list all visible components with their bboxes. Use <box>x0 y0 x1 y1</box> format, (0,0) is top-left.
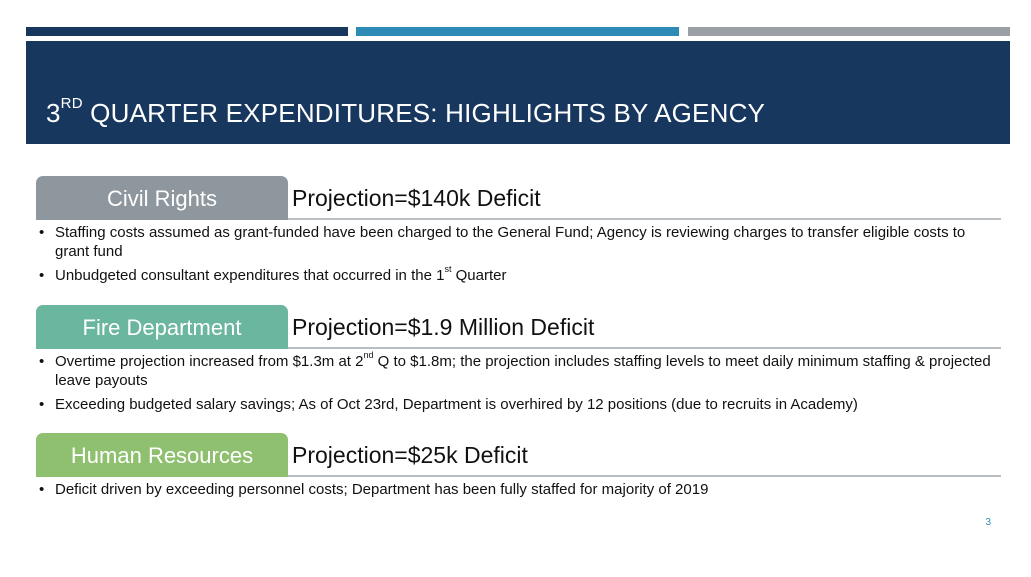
section-divider <box>288 347 1001 349</box>
bullet-text-after: Q to $1.8m; the projection includes staf… <box>55 353 991 389</box>
projection-human-resources: Projection=$25k Deficit <box>292 442 528 468</box>
title-superscript: RD <box>60 95 83 113</box>
bullet-ordinal-superscript: st <box>444 264 452 274</box>
bullet-dot-icon: • <box>39 224 45 241</box>
agency-tab-civil-rights: Civil Rights <box>36 176 288 220</box>
bullet-text: Exceeding budgeted salary savings; As of… <box>55 396 858 413</box>
accent-bar-gray <box>688 27 1010 36</box>
bullet-dot-icon: • <box>39 396 45 413</box>
bullet-list-human-resources: • Deficit driven by exceeding personnel c… <box>36 480 996 504</box>
bullet-dot-icon: • <box>39 353 45 370</box>
section-divider <box>288 475 1001 477</box>
title-prefix: 3 <box>46 98 61 128</box>
bullet-dot-icon: • <box>39 481 45 498</box>
title-band: 3RD QUARTER EXPENDITURES: HIGHLIGHTS BY … <box>26 41 1010 144</box>
agency-tab-fire-department: Fire Department <box>36 305 288 349</box>
list-item: • Overtime projection increased from $1.3… <box>36 350 996 390</box>
section-divider <box>288 218 1001 220</box>
slide-title: 3RD QUARTER EXPENDITURES: HIGHLIGHTS BY … <box>46 95 766 129</box>
bullet-text: Staffing costs assumed as grant-funded h… <box>55 224 966 260</box>
accent-bar-navy <box>26 27 348 36</box>
projection-fire-department: Projection=$1.9 Million Deficit <box>292 314 595 340</box>
accent-bar-blue <box>356 27 679 36</box>
bullet-text-after: Quarter <box>451 267 507 284</box>
list-item: • Unbudgeted consultant expenditures that… <box>36 264 996 285</box>
bullet-dot-icon: • <box>39 267 45 284</box>
list-item: • Staffing costs assumed as grant-funded … <box>36 223 996 261</box>
title-rest: QUARTER EXPENDITURES: HIGHLIGHTS BY AGEN… <box>82 98 766 128</box>
bullet-text: Deficit driven by exceeding personnel co… <box>55 481 709 498</box>
bullet-ordinal-superscript: nd <box>363 350 374 360</box>
bullet-list-fire-department: • Overtime projection increased from $1.3… <box>36 350 996 419</box>
agency-tab-human-resources: Human Resources <box>36 433 288 477</box>
projection-civil-rights: Projection=$140k Deficit <box>292 185 541 211</box>
bullet-list-civil-rights: • Staffing costs assumed as grant-funded … <box>36 223 996 290</box>
list-item: • Deficit driven by exceeding personnel c… <box>36 480 996 499</box>
bullet-text-before: Unbudgeted consultant expenditures that … <box>55 267 445 284</box>
bullet-text-before: Overtime projection increased from $1.3m… <box>55 353 364 370</box>
list-item: • Exceeding budgeted salary savings; As o… <box>36 395 996 414</box>
page-number: 3 <box>985 517 991 528</box>
